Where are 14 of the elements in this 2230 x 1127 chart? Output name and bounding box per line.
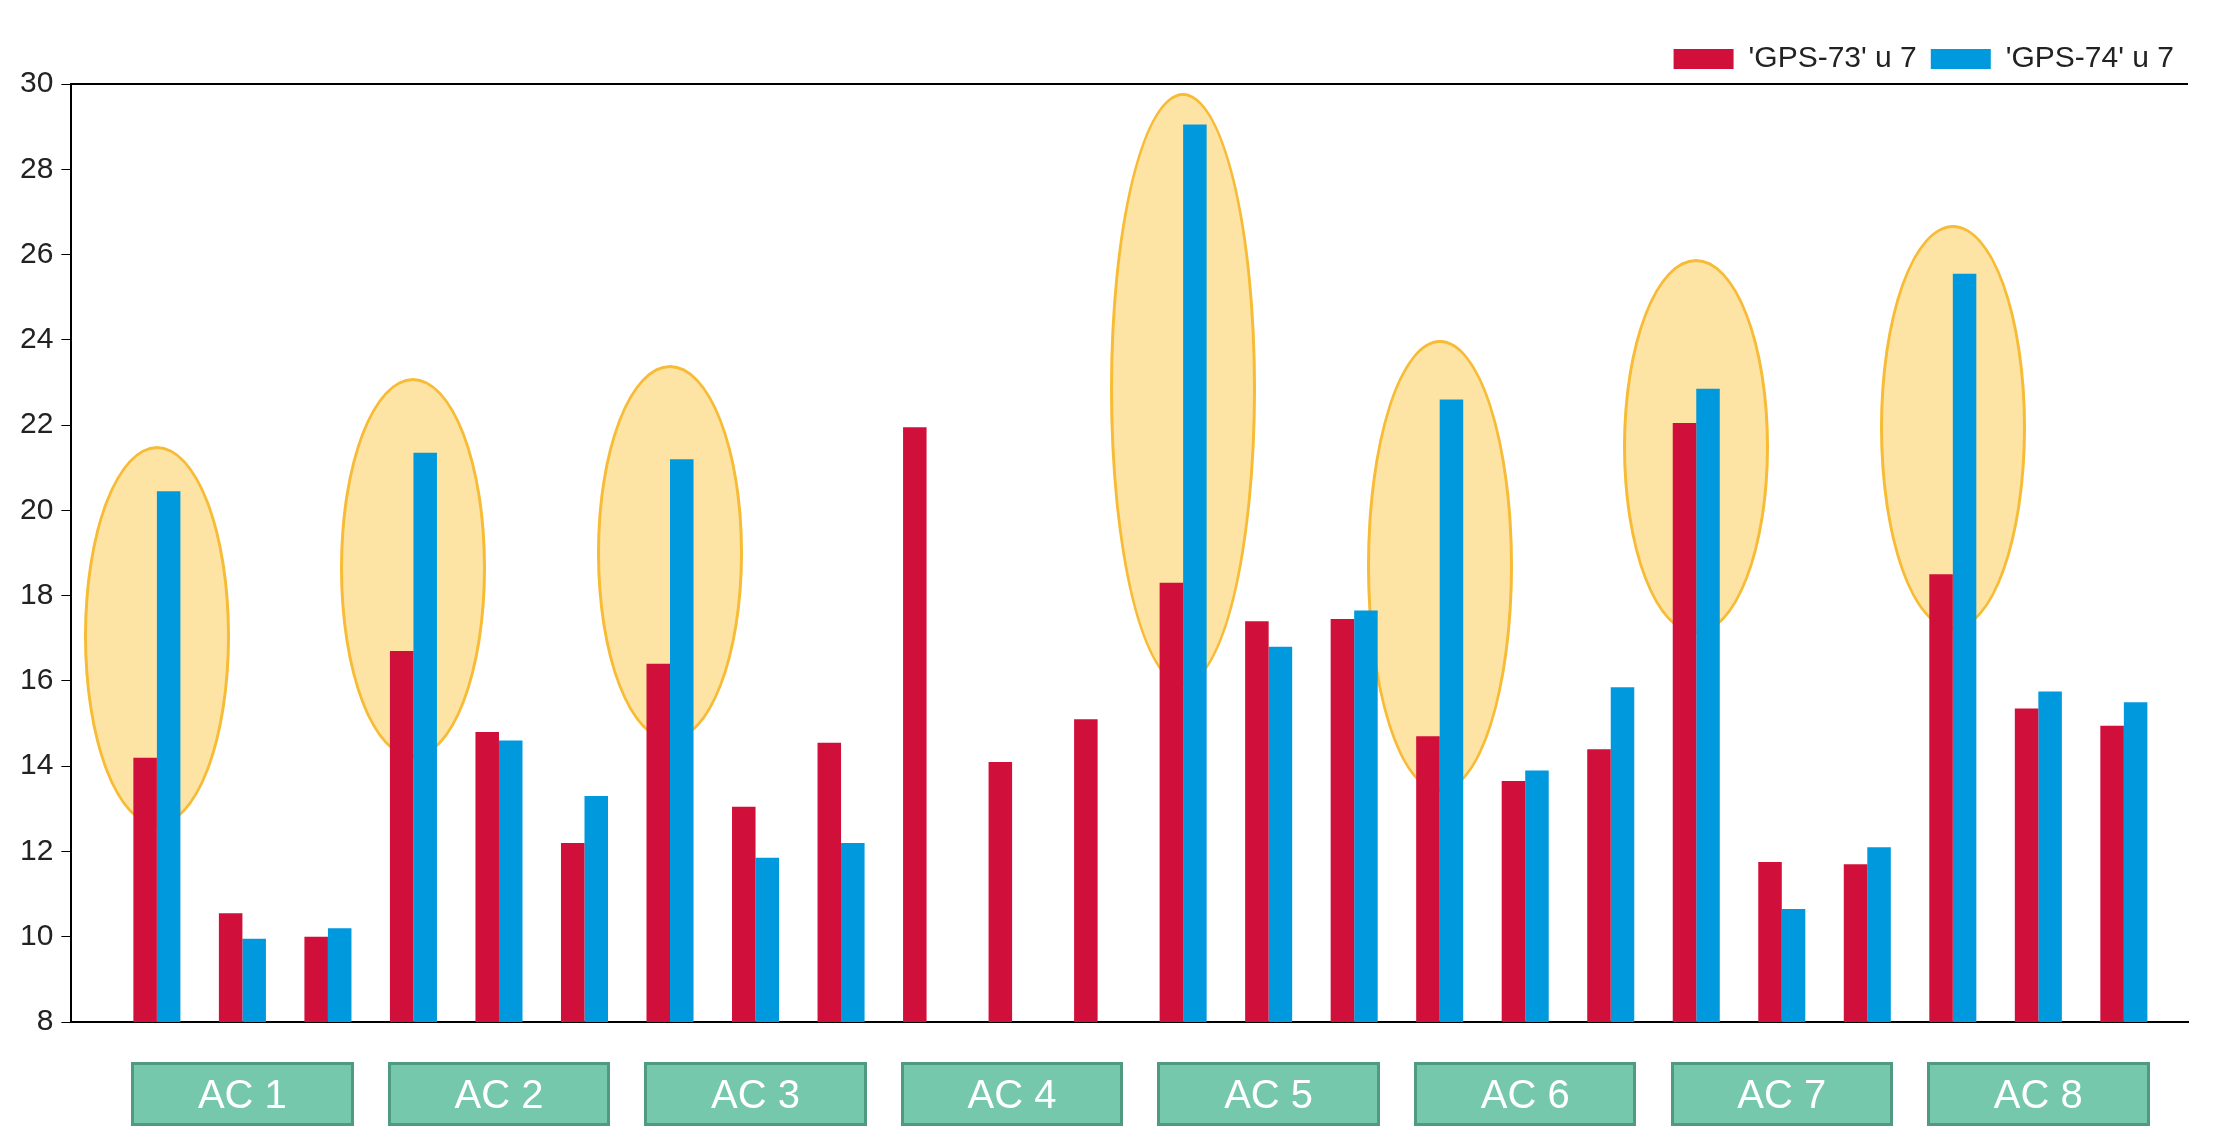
legend-label: 'GPS-74' u 7 [2005,40,2175,74]
y-tick-label: 20 [19,491,54,525]
y-tick-label: 30 [19,65,54,99]
y-tick-label: 22 [19,406,54,440]
y-tick-label: 12 [19,832,54,866]
y-tick-label: 26 [19,235,54,269]
y-tick-label: 18 [19,576,54,610]
y-tick-label: 14 [19,747,54,781]
y-tick-label: 16 [19,662,54,696]
y-tick-label: 8 [36,1003,54,1037]
y-tick-label: 28 [19,150,54,184]
y-tick-label: 10 [19,917,54,951]
legend-label: 'GPS-73' u 7 [1748,40,1917,74]
y-tick-label: 24 [19,321,54,355]
